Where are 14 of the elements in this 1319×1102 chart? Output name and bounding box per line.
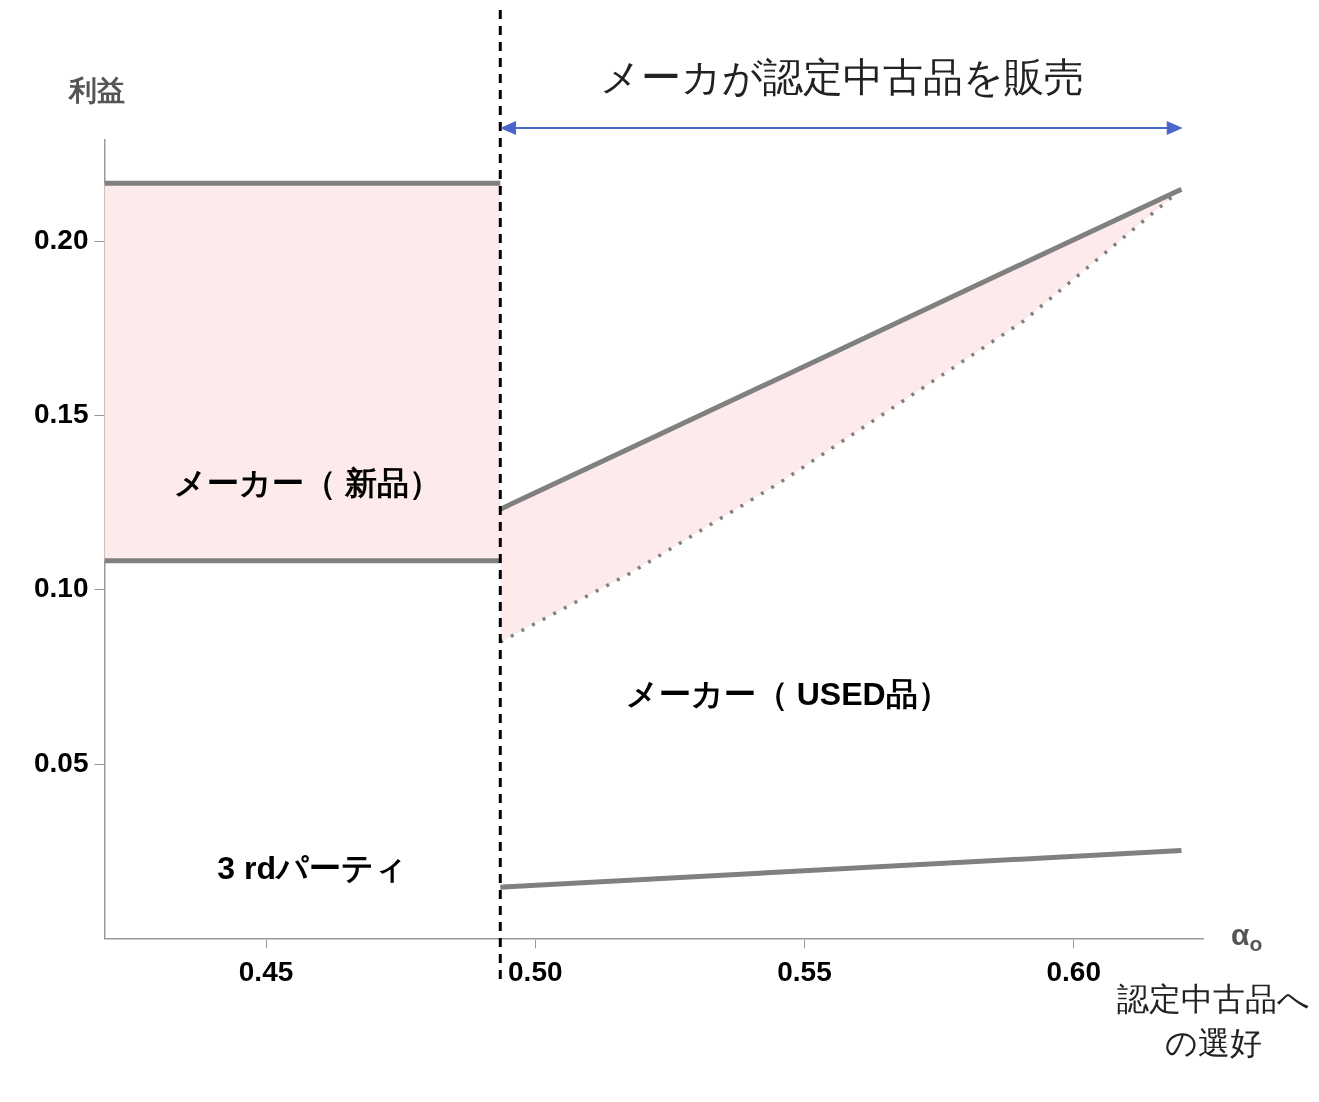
x-tick-label: 0.50: [508, 955, 563, 987]
x-tick-label: 0.55: [777, 955, 832, 987]
y-tick-label: 0.15: [34, 398, 89, 430]
y-tick-label: 0.20: [34, 223, 89, 255]
text: 認定中古品への選好: [1115, 980, 1311, 1063]
annotation: メーカー（ USED品）: [625, 675, 950, 712]
text: メーカが認定中古品を販売: [598, 54, 1085, 101]
y-axis-title: 利益: [68, 74, 126, 106]
annotation: 3 rdパーティ: [217, 849, 407, 886]
y-tick-label: 0.10: [34, 572, 89, 604]
y-tick-label: 0.05: [34, 746, 89, 778]
annotation: メーカー（ 新品）: [174, 464, 442, 501]
x-tick-label: 0.60: [1046, 955, 1102, 987]
x-tick-label: 0.45: [238, 955, 294, 987]
